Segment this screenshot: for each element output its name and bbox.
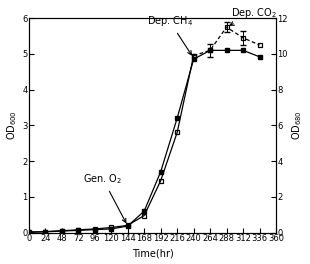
Y-axis label: OD$_{680}$: OD$_{680}$ xyxy=(291,110,304,140)
X-axis label: Time(hr): Time(hr) xyxy=(131,248,173,258)
Text: Dep. CO$_2$: Dep. CO$_2$ xyxy=(230,6,277,25)
Text: Gen. O$_2$: Gen. O$_2$ xyxy=(83,172,126,223)
Y-axis label: OD$_{600}$: OD$_{600}$ xyxy=(6,110,19,140)
Text: Dep. CH$_4$: Dep. CH$_4$ xyxy=(147,14,193,55)
